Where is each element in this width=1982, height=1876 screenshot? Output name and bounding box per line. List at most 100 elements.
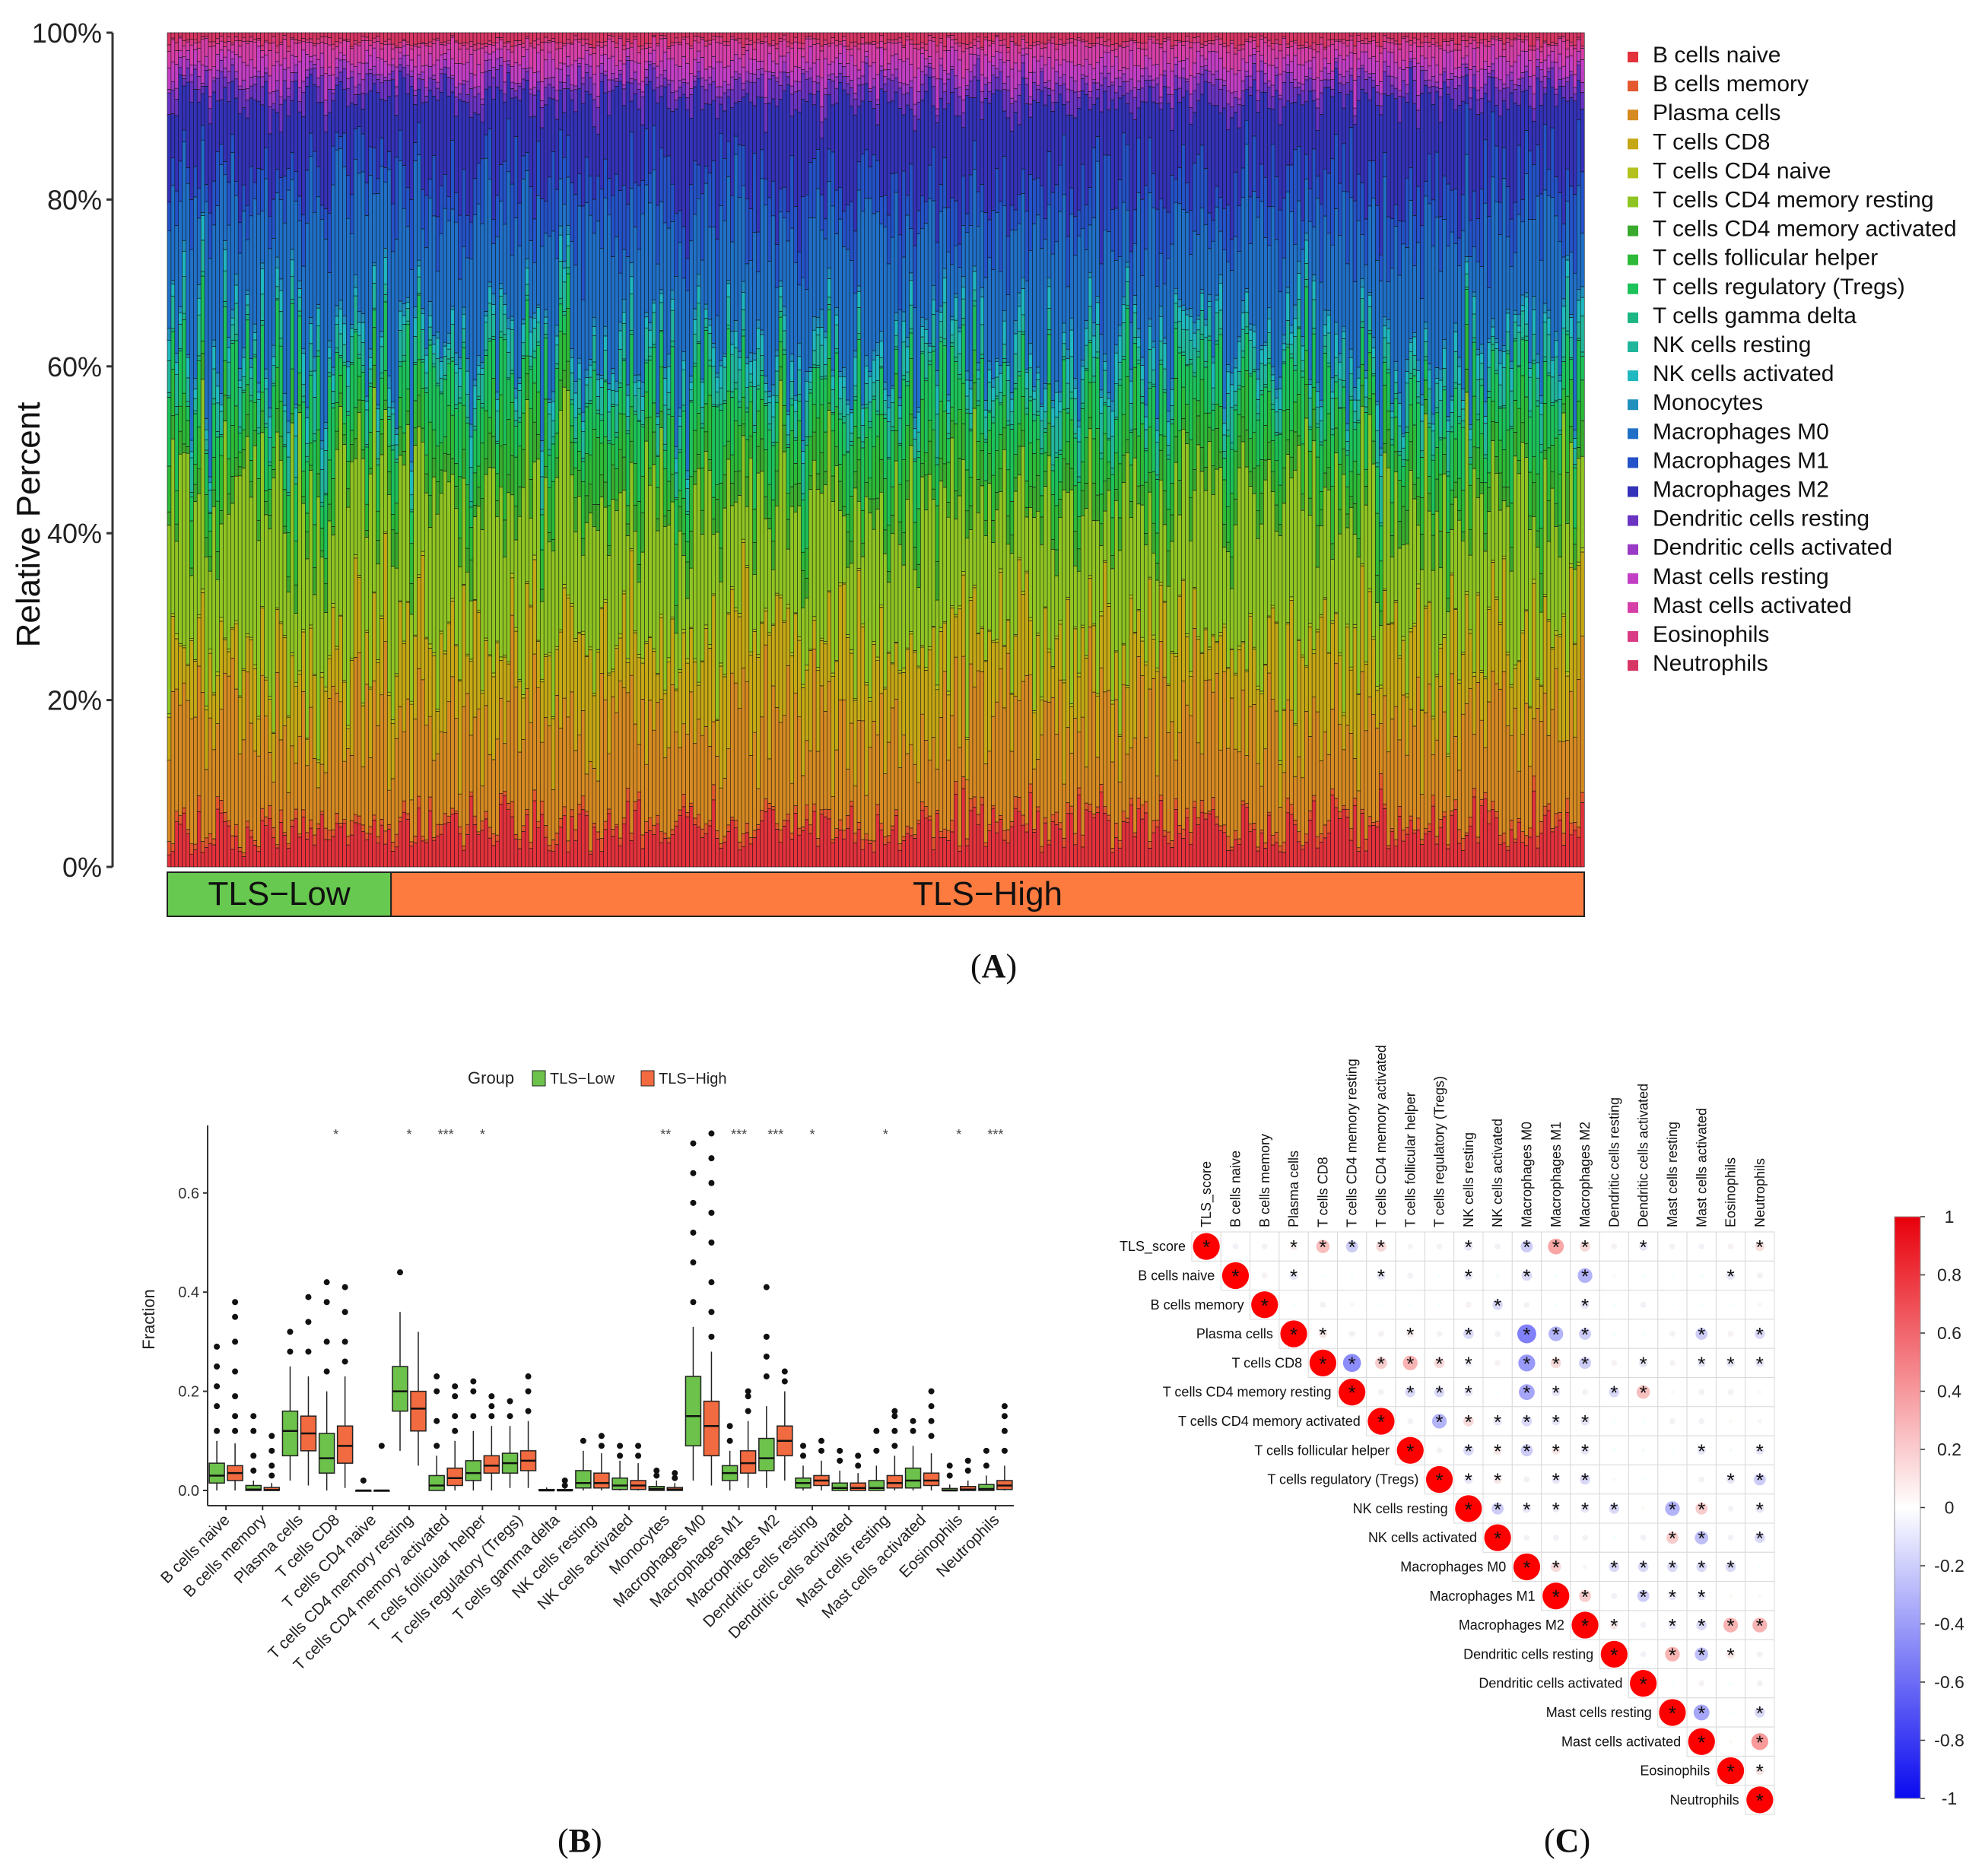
chart-a-bar-segment — [376, 36, 380, 42]
chart-a-bar-segment — [1002, 89, 1007, 112]
chart-a-bar-segment — [462, 849, 466, 868]
chart-a-bar-segment — [637, 380, 642, 389]
chart-a-bar-segment — [801, 551, 805, 571]
chart-a-bar-segment — [931, 488, 936, 500]
chart-a-bar-segment — [525, 581, 530, 584]
chart-a-bar-segment — [950, 92, 955, 198]
chart-a-bar-segment — [793, 110, 799, 207]
chart-a-bar-segment — [211, 844, 217, 868]
chart-a-bar-segment — [827, 32, 832, 44]
chart-a-bar-segment — [532, 317, 537, 329]
chart-a-bar-segment — [696, 468, 701, 683]
chart-a-bar-segment — [502, 32, 507, 43]
chart-a-bar-segment — [760, 471, 764, 623]
chart-a-bar-segment — [696, 164, 701, 199]
chart-a-bar-segment — [338, 148, 343, 301]
chart-a-bar-segment — [576, 735, 582, 805]
chart-a-bar-segment — [421, 388, 425, 429]
chart-a-bar-segment — [513, 456, 519, 507]
chart-a-bar-segment — [364, 401, 370, 411]
chart-a-bar-segment — [860, 624, 866, 627]
chart-a-bar-segment — [629, 32, 634, 44]
chart-a-bar-segment — [1009, 553, 1015, 694]
chart-a-bar-segment — [484, 637, 489, 641]
chart-a-bar-segment — [756, 348, 761, 386]
chart-a-bar-segment — [692, 319, 697, 335]
chart-a-bar-segment — [305, 40, 310, 43]
chart-a-bar-segment — [275, 286, 280, 300]
chart-a-bar-segment — [976, 824, 981, 868]
chart-a-bar-segment — [450, 35, 456, 38]
chart-a-bar-segment — [987, 630, 993, 752]
chart-a-bar-segment — [733, 32, 738, 40]
chart-a-bar-segment — [764, 71, 768, 98]
chart-a-bar-segment — [510, 801, 515, 817]
chart-a-bar-segment — [748, 81, 754, 103]
chart-a-bar-segment — [700, 468, 705, 511]
chart-a-bar-segment — [961, 776, 966, 789]
chart-a-bar-segment — [625, 32, 630, 40]
chart-a-bar-segment — [856, 291, 862, 308]
chart-a-bar-segment — [648, 32, 653, 44]
chart-a-bar-segment — [670, 92, 675, 112]
chart-a-bar-segment — [353, 94, 358, 105]
chart-a-bar-segment — [286, 421, 291, 433]
chart-a-bar-segment — [797, 483, 802, 506]
chart-a-bar-segment — [968, 97, 974, 176]
chart-a-bar-segment — [737, 32, 742, 40]
chart-a-bar-segment — [189, 492, 194, 497]
chart-a-bar-segment — [756, 69, 761, 79]
chart-a-bar-segment — [319, 67, 325, 76]
chart-a-bar-segment — [662, 156, 668, 224]
chart-a-bar-segment — [916, 119, 921, 211]
chart-a-bar-segment — [517, 679, 522, 682]
chart-a-bar-segment — [834, 465, 840, 661]
chart-a-bar-segment — [186, 829, 190, 834]
chart-a-bar-segment — [648, 360, 653, 417]
chart-a-bar-segment — [748, 59, 754, 75]
chart-a-bar-segment — [319, 205, 325, 220]
chart-a-bar-segment — [308, 706, 313, 821]
chart-a-bar-segment — [964, 69, 970, 86]
chart-a-bar-segment — [227, 651, 231, 677]
chart-a-bar-segment — [182, 807, 187, 814]
chart-a-bar-segment — [342, 344, 347, 363]
chart-a-bar-segment — [662, 516, 668, 528]
chart-a-bar-segment — [995, 701, 999, 823]
chart-a-bar-segment — [421, 71, 425, 80]
chart-a-bar-segment — [655, 456, 660, 488]
chart-a-bar-segment — [386, 96, 392, 152]
chart-a-bar-segment — [864, 51, 869, 58]
chart-a-bar-segment — [927, 35, 932, 41]
chart-a-bar-segment — [707, 459, 713, 471]
chart-a-bar-segment — [237, 40, 243, 46]
chart-a-bar-segment — [421, 836, 425, 842]
chart-a-bar-segment — [316, 429, 321, 475]
chart-a-bar-segment — [376, 540, 380, 565]
chart-a-bar-segment — [894, 32, 899, 40]
chart-a-bar-segment — [260, 325, 265, 393]
chart-a-bar-segment — [427, 339, 433, 346]
chart-a-bar-segment — [297, 101, 303, 113]
chart-a-bar-segment — [797, 394, 802, 402]
chart-a-bar-segment — [204, 70, 209, 87]
chart-a-bar-segment — [786, 240, 791, 412]
chart-a-bar-segment — [689, 94, 694, 119]
chart-a-bar-segment — [927, 56, 932, 64]
chart-a-bar-segment — [312, 594, 317, 675]
chart-a-bar-segment — [797, 111, 802, 252]
chart-a-bar-segment — [390, 251, 395, 402]
chart-a-bar-segment — [551, 32, 556, 39]
chart-a-bar-segment — [745, 50, 750, 73]
chart-a-bar-segment — [282, 68, 287, 81]
chart-a-bar-segment — [685, 290, 690, 471]
chart-a-bar-segment — [789, 94, 795, 116]
chart-a-bar-segment — [215, 78, 221, 102]
chart-a-bar-segment — [488, 837, 493, 868]
chart-a-bar-segment — [491, 294, 496, 305]
chart-a-bar-segment — [767, 634, 772, 760]
chart-a-bar-segment — [707, 40, 713, 45]
chart-a-bar-segment — [931, 299, 936, 315]
chart-a-bar-segment — [939, 65, 944, 80]
chart-a-bar-segment — [227, 494, 231, 515]
